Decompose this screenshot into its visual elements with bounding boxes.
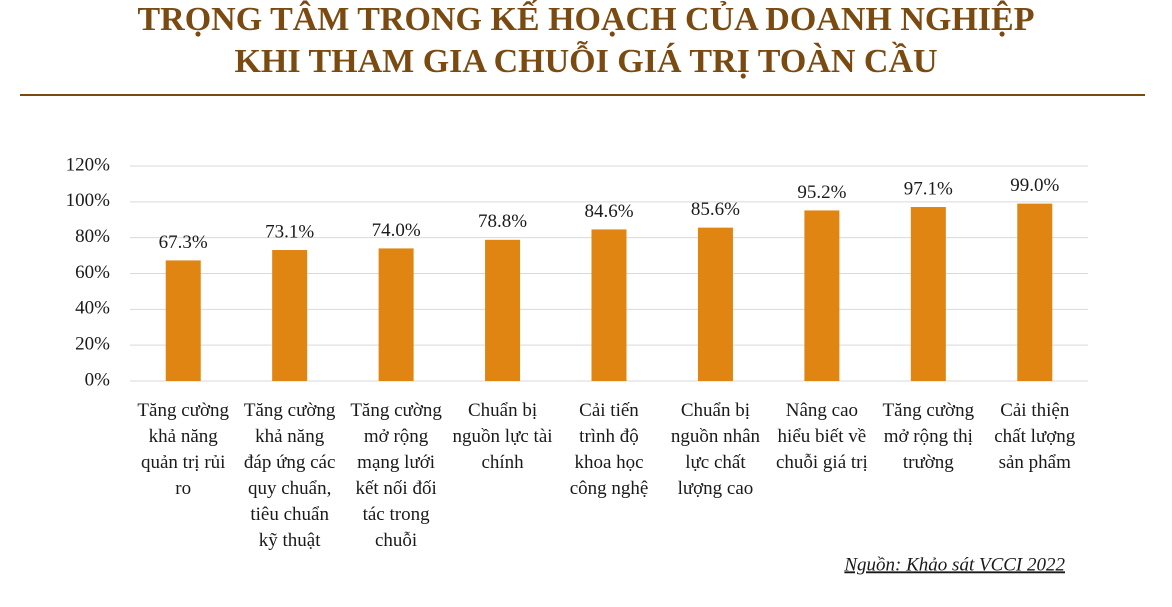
x-tick-label: Nâng cao hiểu biết về chuỗi giá trị [775, 400, 868, 473]
x-tick-label: Chuẩn bị nguồn nhân lực chất lượng cao [670, 400, 761, 499]
bar [591, 229, 627, 381]
value-label: 85.6% [691, 199, 740, 220]
value-label: 67.3% [159, 232, 208, 253]
value-label: 78.8% [478, 211, 527, 232]
y-tick-label: 80% [75, 226, 110, 247]
x-tick-label: Cải thiện chất lượng sản phẩm [994, 400, 1076, 473]
source-note: Nguồn: Khảo sát VCCI 2022 [843, 554, 1065, 575]
value-label: 84.6% [584, 201, 633, 222]
x-tick-label: Tăng cường khả năng quản trị rủi ro [137, 400, 229, 499]
value-label: 99.0% [1010, 175, 1059, 196]
bar [910, 207, 946, 381]
value-label: 73.1% [265, 221, 314, 242]
bar [165, 260, 201, 381]
chart-title: KHI THAM GIA CHUỖI GIÁ TRỊ TOÀN CẦU [234, 40, 937, 80]
x-tick-label: Tăng cường mở rộng thị trường [882, 400, 975, 473]
y-tick-label: 100% [66, 190, 111, 211]
bar [804, 210, 840, 381]
y-tick-label: 120% [66, 154, 111, 175]
bar [1017, 203, 1053, 381]
bar [485, 239, 521, 381]
y-tick-label: 60% [75, 262, 110, 283]
x-tick-label: Tăng cường mở rộng mạng lưới kết nối đối… [350, 400, 442, 551]
bar [697, 227, 733, 381]
x-tick-label: Chuẩn bị nguồn lực tài chính [452, 400, 553, 473]
bar [272, 250, 308, 381]
bar [378, 248, 414, 381]
x-tick-label: Cải tiến trình độ khoa học công nghệ [569, 400, 649, 499]
value-label: 74.0% [372, 220, 421, 241]
x-tick-label: Tăng cường khả năng đáp ứng các quy chuẩ… [243, 400, 336, 551]
value-label: 97.1% [904, 178, 953, 199]
y-tick-label: 0% [85, 369, 111, 390]
y-tick-label: 40% [75, 298, 110, 319]
y-tick-label: 20% [75, 334, 110, 355]
value-label: 95.2% [797, 182, 846, 203]
chart-title: TRỌNG TÂM TRONG KẾ HOẠCH CỦA DOANH NGHIỆ… [138, 0, 1035, 38]
